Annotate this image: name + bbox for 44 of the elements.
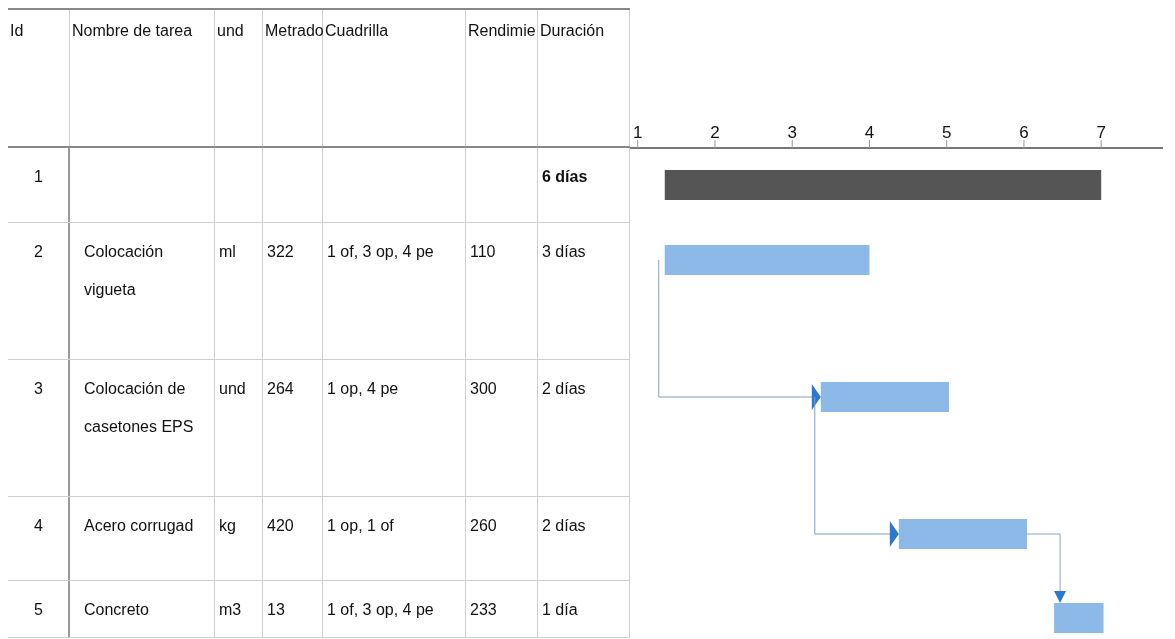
text: und — [219, 380, 246, 397]
text: Concreto — [84, 601, 149, 618]
text: 1 op, 4 pe — [327, 380, 399, 397]
x-tick-label: 7 — [1096, 123, 1106, 142]
text: Colocación vigueta — [84, 243, 164, 298]
text: 3 — [34, 380, 43, 397]
text: 5 — [34, 601, 43, 618]
text: 1 of, 3 op, 4 pe — [327, 601, 434, 618]
x-tick-label: 2 — [710, 123, 720, 142]
text: Colocación de casetones EPS — [84, 380, 194, 435]
text: 1 día — [542, 601, 578, 618]
category-label: Nombre de tarea — [70, 10, 215, 146]
text: Acero corrugad — [84, 517, 194, 534]
text: 6 días — [542, 168, 588, 185]
text: 2 días — [542, 380, 586, 397]
text: 2 — [34, 243, 43, 260]
text: 300 — [470, 380, 497, 397]
text: m3 — [219, 601, 242, 618]
category-label: Cuadrilla — [323, 10, 466, 146]
text: 110 — [470, 243, 496, 260]
text: 260 — [470, 517, 497, 534]
text: 4 — [34, 517, 43, 534]
text: 420 — [267, 517, 294, 534]
text: ml — [219, 243, 236, 260]
category-label: Duración — [538, 10, 630, 146]
x-tick-label: 5 — [941, 123, 952, 142]
text: 1 — [34, 168, 43, 185]
text: 13 — [267, 601, 285, 618]
category-label: Id — [8, 10, 70, 146]
category-label: Metrado — [263, 10, 324, 146]
x-tick-label: 6 — [1019, 123, 1029, 142]
text: 322 — [267, 243, 294, 260]
text: 264 — [267, 380, 294, 397]
category-label: und — [215, 10, 263, 146]
text: 233 — [470, 601, 497, 618]
text: kg — [219, 517, 236, 534]
text: 2 días — [542, 517, 586, 534]
x-tick-label: 1 — [632, 123, 643, 142]
text: 3 días — [542, 243, 586, 260]
text: 1 op, 1 of — [327, 517, 394, 534]
x-tick-label: 4 — [864, 123, 875, 142]
category-label: Rendimie — [466, 10, 538, 146]
x-tick-label: 3 — [787, 123, 797, 142]
text: 1 of, 3 op, 4 pe — [327, 243, 434, 260]
